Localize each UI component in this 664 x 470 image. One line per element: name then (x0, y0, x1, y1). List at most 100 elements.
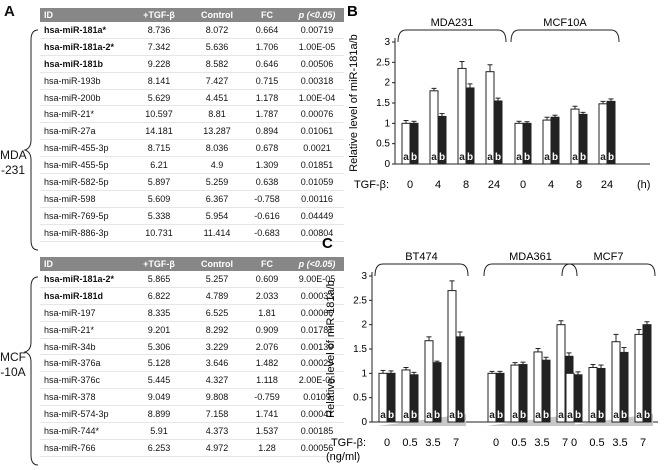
concentration-wedge (486, 414, 575, 426)
y-tick-label: 2 (384, 78, 390, 89)
x-tick-label: 7 (453, 437, 459, 449)
cell-id: hsa-miR-582-5p (40, 173, 128, 191)
bar-series-label: b (520, 410, 526, 421)
x-tick-label: 7 (562, 437, 568, 449)
y-tick-label: 0 (384, 159, 390, 170)
cell-fc: 0.609 (244, 271, 290, 288)
cell-id: hsa-miR-378 (40, 388, 128, 407)
x-tick-label: 7 (640, 437, 646, 449)
cell-fc: -0.759 (244, 388, 290, 407)
cell-id: hsa-miR-769-5p (40, 207, 128, 225)
cell-tgf: 9.201 (128, 321, 190, 339)
cell-fc: 1.787 (244, 105, 290, 124)
y-tick-label: 1.5 (376, 98, 390, 109)
cell-fc: 2.076 (244, 338, 290, 356)
header-control: Control (190, 257, 244, 271)
cell-p: 0.01781 (290, 321, 344, 339)
cell-tgf: 5.865 (128, 271, 190, 288)
cell-p: 0.04449 (290, 207, 344, 225)
table-row: hsa-miR-766 6.253 4.972 1.28 0.00056 (40, 439, 344, 457)
cell-fc: 1.741 (244, 405, 290, 424)
cell-id: hsa-miR-21* (40, 105, 128, 124)
cell-fc: 2.033 (244, 287, 290, 305)
bar-series-label: b (598, 410, 604, 421)
cell-fc: 1.118 (244, 371, 290, 390)
cell-p: 0.00033 (290, 287, 344, 305)
bar-series-label: a (567, 410, 573, 421)
group-bracket (374, 263, 469, 277)
bar-series-label: b (608, 152, 614, 163)
header-fc: FC (244, 257, 290, 271)
cell-p: 0.00719 (290, 22, 344, 39)
group-braces (23, 29, 39, 466)
bar-series-label: a (431, 152, 437, 163)
cell-control: 5.259 (190, 173, 244, 191)
bar-series-label: a (572, 152, 578, 163)
cell-fc: -0.616 (244, 207, 290, 225)
cell-p: 0.0021 (290, 139, 344, 158)
x-tick-label: 0 (571, 437, 577, 449)
cell-control: 4.373 (190, 422, 244, 440)
cell-fc: 1.309 (244, 156, 290, 175)
mda-group-label: MDA -231 (0, 148, 27, 178)
table-row: hsa-miR-769-5p 5.338 5.954 -0.616 0.04449 (40, 207, 344, 225)
cell-tgf: 5.445 (128, 371, 190, 390)
header-control: Control (190, 8, 244, 22)
y-tick-label: 1 (361, 368, 367, 379)
cell-control: 8.072 (190, 22, 244, 39)
cell-p: 1.00E-05 (290, 38, 344, 56)
table-row: hsa-miR-181a* 8.736 8.072 0.664 0.00719 (40, 22, 344, 39)
y-tick-label: 0.5 (353, 393, 367, 404)
cell-fc: 0.909 (244, 321, 290, 339)
cell-control: 4.789 (190, 287, 244, 305)
cell-tgf: 6.822 (128, 287, 190, 305)
cell-tgf: 8.899 (128, 405, 190, 424)
cell-tgf: 5.338 (128, 207, 190, 225)
bar-series-label: b (575, 410, 581, 421)
x-tick-label: 0.5 (402, 437, 417, 449)
cell-fc: 0.715 (244, 72, 290, 90)
group-label: MDA361 (509, 251, 552, 263)
table-row: hsa-miR-376a 5.128 3.646 1.482 0.00029 (40, 354, 344, 373)
bar-series-label: a (487, 152, 493, 163)
cell-p: 0.00139 (290, 338, 344, 356)
header-id: ID (40, 257, 128, 271)
table-row: hsa-miR-181a-2* 7.342 5.636 1.706 1.00E-05 (40, 38, 344, 56)
table-row: hsa-miR-21* 9.201 8.292 0.909 0.01781 (40, 321, 344, 339)
bar-series-label: a (516, 152, 522, 163)
y-tick-label: 2 (361, 320, 367, 331)
bar-b (642, 324, 652, 423)
header-tgf: +TGF-β (128, 8, 190, 22)
x-tick-label: 0 (493, 437, 499, 449)
table-row: hsa-miR-598 5.609 6.367 -0.758 0.00116 (40, 190, 344, 208)
bar-series-label: a (590, 410, 596, 421)
bar-series-label: a (558, 410, 564, 421)
mcf-label-line2: -10A (0, 365, 26, 379)
cell-id: hsa-miR-27a (40, 122, 128, 141)
group-label: MCF10A (543, 17, 587, 29)
bar-series-label: a (403, 152, 409, 163)
bar-series-label: b (644, 410, 650, 421)
cell-id: hsa-miR-181b (40, 55, 128, 73)
cell-p: 1.00E-04 (290, 89, 344, 107)
cell-control: 3.646 (190, 354, 244, 373)
x-axis-unit: (ng/ml) (326, 451, 360, 463)
bar-series-label: a (544, 152, 550, 163)
y-tick-label: 0 (361, 417, 367, 428)
table-row: hsa-miR-886-3p 10.731 11.414 -0.683 0.00804 (40, 224, 344, 242)
cell-control: 9.808 (190, 388, 244, 407)
cell-fc: -0.758 (244, 190, 290, 208)
cell-tgf: 5.128 (128, 354, 190, 373)
panel-letter: C (322, 235, 333, 252)
cell-id: hsa-miR-181a-2* (40, 38, 128, 56)
chart-b: B 0 0.5 1 1.5 2 2.5 3 Relative level of miR-181a… (347, 3, 650, 191)
table-row: hsa-miR-197 8.335 6.525 1.81 0.00066 (40, 304, 344, 322)
table-row: hsa-miR-27a 14.181 13.287 0.894 0.01061 (40, 122, 344, 141)
mcf10a-table: ID +TGF-β Control FC p (<0.05) hsa-miR-1… (40, 257, 344, 457)
y-tick-label: 3 (361, 271, 367, 282)
cell-tgf: 8.141 (128, 72, 190, 90)
cell-p: 0.00804 (290, 224, 344, 242)
cell-fc: 0.678 (244, 139, 290, 158)
bar-a (457, 67, 467, 165)
bar-series-label: a (403, 410, 409, 421)
